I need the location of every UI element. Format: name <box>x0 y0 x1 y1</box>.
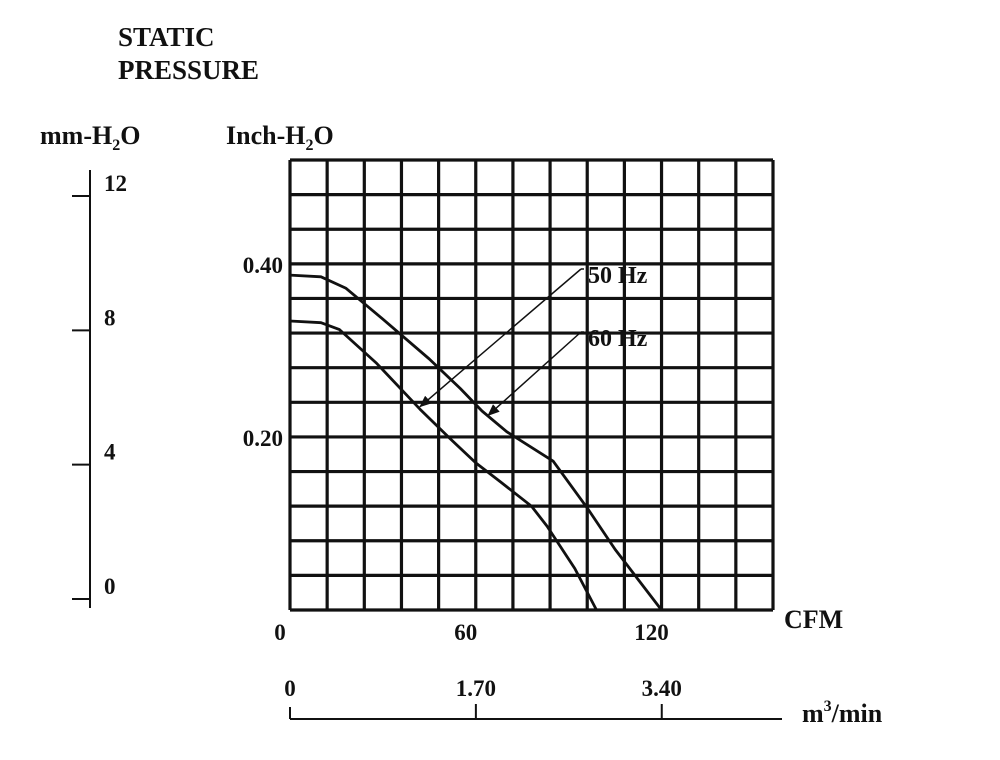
y-axis-ticks: 0.40 0.20 <box>243 253 283 451</box>
series-line-50hz <box>288 273 663 612</box>
left-tick-label: 12 <box>104 171 127 196</box>
series-lines <box>288 273 663 612</box>
left-tick-label: 0 <box>104 574 116 599</box>
left-tick-label: 8 <box>104 305 116 330</box>
y-axis-label-main: Inch-H <box>226 121 305 150</box>
secondary-tick-label: 0 <box>284 676 296 701</box>
annotation-arrow <box>487 331 582 416</box>
annotation-label-50hz: 50 Hz <box>588 263 648 289</box>
secondary-tick-label: 1.70 <box>456 676 496 701</box>
secondary-tick-label: 3.40 <box>642 676 682 701</box>
chart-title-line-2: PRESSURE <box>118 55 259 85</box>
series-line-60hz <box>288 319 598 612</box>
y-tick-label: 0.40 <box>243 253 283 278</box>
left-axis-label: mm-H2O <box>40 121 140 154</box>
chart-title-line-1: STATIC <box>118 22 215 52</box>
x-tick-label: 60 <box>454 620 477 645</box>
x-tick-label: 0 <box>274 620 286 645</box>
left-axis-ticks: 12 8 4 0 <box>72 171 127 600</box>
left-axis-label-main: mm-H <box>40 121 112 150</box>
y-axis-label-tail: O <box>313 121 333 150</box>
x-axis-label: CFM <box>784 605 843 634</box>
annotation-label-60hz: 60 Hz <box>588 326 648 352</box>
secondary-x-axis-label: m3/min <box>802 698 883 728</box>
secondary-x-axis-ticks: 0 1.70 3.40 <box>284 676 682 719</box>
x-tick-label: 120 <box>634 620 669 645</box>
y-tick-label: 0.20 <box>243 426 283 451</box>
secondary-x-axis-label-tail: /min <box>831 699 883 728</box>
secondary-x-axis-label-sup: 3 <box>824 698 832 715</box>
secondary-x-axis-label-main: m <box>802 699 824 728</box>
left-axis-label-tail: O <box>120 121 140 150</box>
left-tick-label: 4 <box>104 440 116 465</box>
left-axis-label-sub: 2 <box>112 137 120 154</box>
y-axis-label: Inch-H2O <box>226 121 334 154</box>
y-axis-label-sub: 2 <box>305 137 313 154</box>
series-annotations: 50 Hz 60 Hz <box>419 263 648 416</box>
chart-grid <box>288 158 775 612</box>
annotation-arrow <box>419 268 582 408</box>
x-axis-ticks: 0 60 120 <box>274 620 669 645</box>
